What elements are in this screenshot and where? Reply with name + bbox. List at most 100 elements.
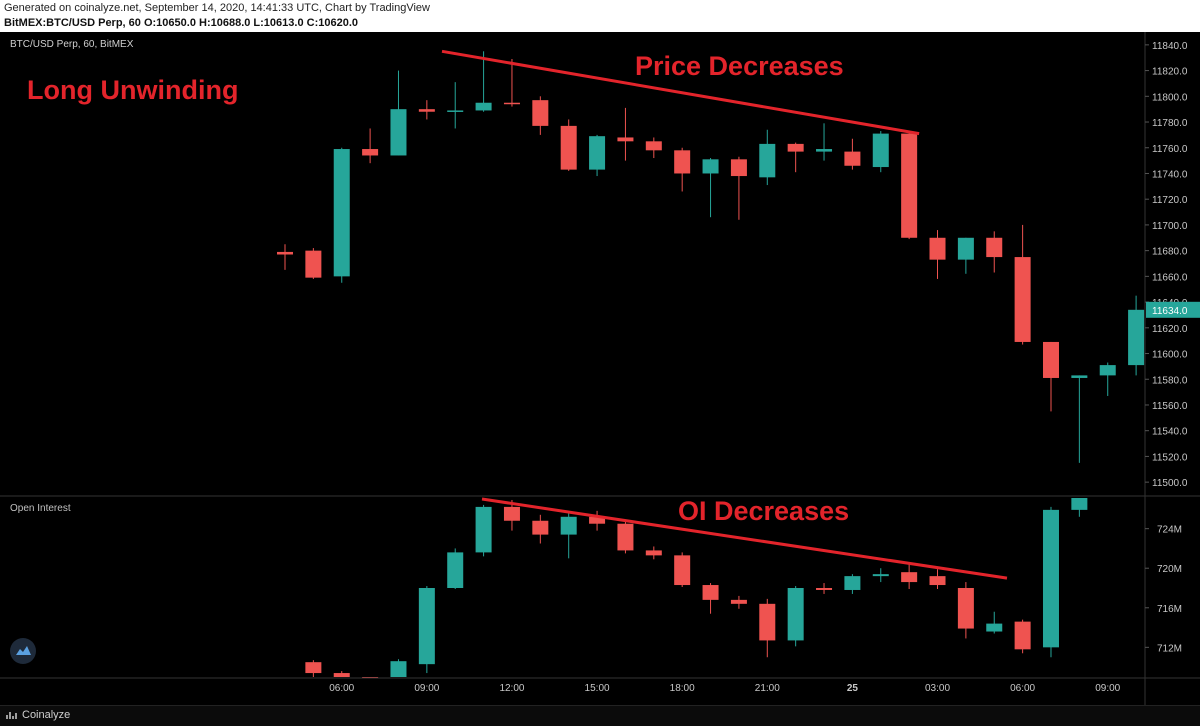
- candle-body: [333, 149, 350, 277]
- candle-body: [844, 151, 861, 166]
- price-tick-label: 11700.0: [1152, 221, 1188, 232]
- coinalyze-logo-icon: [6, 712, 17, 719]
- candle-body: [475, 506, 492, 553]
- candle-body: [957, 237, 974, 260]
- candle-body: [333, 673, 350, 677]
- price-tick-label: 11560.0: [1152, 401, 1188, 412]
- time-tick-label: 06:00: [329, 683, 354, 694]
- oi-tick-label: 716M: [1157, 604, 1182, 615]
- price-decreases-label: Price Decreases: [635, 51, 844, 81]
- candle-body: [305, 250, 322, 278]
- candle-body: [645, 141, 662, 151]
- candle-body: [503, 506, 520, 521]
- candle-body: [418, 588, 435, 665]
- price-tick-label: 11620.0: [1152, 324, 1188, 335]
- cloud-icon: [16, 646, 31, 655]
- long-unwinding-label: Long Unwinding: [27, 75, 238, 105]
- oi-tick-label: 720M: [1157, 564, 1182, 575]
- candle-body: [532, 100, 549, 126]
- candle-body: [730, 159, 747, 177]
- price-tick-label: 11780.0: [1152, 118, 1188, 129]
- candle-body: [1014, 621, 1031, 650]
- candle-body: [305, 662, 322, 674]
- ohlc-summary: BitMEX:BTC/USD Perp, 60 O:10650.0 H:1068…: [4, 17, 358, 29]
- time-tick-label: 21:00: [755, 683, 780, 694]
- price-tick-label: 11600.0: [1152, 350, 1188, 361]
- time-tick-label: 25: [847, 683, 859, 694]
- price-tick-label: 11540.0: [1152, 427, 1188, 438]
- candle-body: [1071, 498, 1088, 510]
- price-tick-label: 11500.0: [1152, 478, 1188, 489]
- candle-body: [674, 555, 691, 586]
- price-tick-label: 11520.0: [1152, 452, 1188, 463]
- candle-body: [532, 520, 549, 535]
- candle-body: [986, 237, 1003, 258]
- candle-body: [447, 552, 464, 588]
- candle-body: [702, 159, 719, 174]
- time-tick-label: 12:00: [499, 683, 524, 694]
- price-tick-label: 11680.0: [1152, 247, 1188, 258]
- time-tick-label: 18:00: [670, 683, 695, 694]
- candle-body: [702, 585, 719, 600]
- chart-area[interactable]: Long Unwinding Price Decreases OI Decrease…: [0, 32, 1200, 705]
- time-tick-label: 09:00: [1095, 683, 1120, 694]
- candle-body: [674, 150, 691, 174]
- oi-pane-title: Open Interest: [10, 503, 71, 514]
- last-price-label: 11634.0: [1152, 306, 1188, 317]
- price-tick-label: 11800.0: [1152, 92, 1188, 103]
- candle-body: [816, 588, 833, 590]
- oi-candles: [305, 498, 1088, 679]
- candle-body: [872, 574, 889, 577]
- candle-body: [362, 149, 379, 156]
- time-tick-label: 09:00: [414, 683, 439, 694]
- price-trendline: [441, 49, 920, 136]
- price-tick-label: 11720.0: [1152, 195, 1188, 206]
- chart-svg[interactable]: Long Unwinding Price Decreases OI Decrease…: [0, 32, 1200, 705]
- candle-body: [1014, 257, 1031, 342]
- candle-body: [447, 110, 464, 112]
- oi-decreases-label: OI Decreases: [678, 496, 849, 526]
- price-tick-label: 11760.0: [1152, 144, 1188, 155]
- axes-layer: 11500.0 11520.0 11540.0 11560.0 11580.0 11600…: [0, 32, 1200, 705]
- candle-body: [787, 588, 804, 641]
- candle-body: [901, 133, 918, 238]
- candle-body: [872, 133, 889, 168]
- candle-body: [844, 576, 861, 590]
- candle-body: [589, 136, 606, 170]
- candle-body: [901, 572, 918, 583]
- overlay-layer: Long Unwinding Price Decreases OI Decrease…: [27, 49, 1008, 580]
- footer-brand: Coinalyze: [22, 709, 71, 721]
- footer-bar: Coinalyze: [0, 705, 1200, 726]
- candle-body: [1042, 341, 1059, 378]
- candle-body: [730, 599, 747, 604]
- candle-body: [617, 523, 634, 551]
- candle-body: [390, 661, 407, 677]
- candle-body: [986, 623, 1003, 632]
- candle-body: [1128, 309, 1145, 366]
- candle-body: [503, 102, 520, 105]
- oi-tick-label: 712M: [1157, 643, 1182, 654]
- price-tick-label: 11580.0: [1152, 375, 1188, 386]
- candle-body: [787, 143, 804, 152]
- tradingview-logo[interactable]: [10, 638, 36, 664]
- price-tick-label: 11660.0: [1152, 272, 1188, 283]
- candle-body: [475, 102, 492, 111]
- candle-body: [418, 109, 435, 112]
- candle-body: [645, 550, 662, 556]
- last-price-badge: [1146, 301, 1200, 318]
- candle-body: [1099, 365, 1116, 376]
- oi-tick-label: 724M: [1157, 525, 1182, 536]
- candle-body: [390, 109, 407, 156]
- candle-body: [957, 588, 974, 629]
- chart-header: Generated on coinalyze.net, September 14…: [0, 0, 1200, 32]
- candle-body: [816, 149, 833, 152]
- candle-body: [560, 516, 577, 535]
- candle-body: [1071, 375, 1088, 378]
- time-tick-label: 15:00: [585, 683, 610, 694]
- price-tick-label: 11840.0: [1152, 41, 1188, 52]
- candle-body: [617, 137, 634, 142]
- candle-body: [759, 603, 776, 641]
- time-tick-label: 06:00: [1010, 683, 1035, 694]
- candle-body: [929, 237, 946, 260]
- price-tick-label: 11820.0: [1152, 67, 1188, 78]
